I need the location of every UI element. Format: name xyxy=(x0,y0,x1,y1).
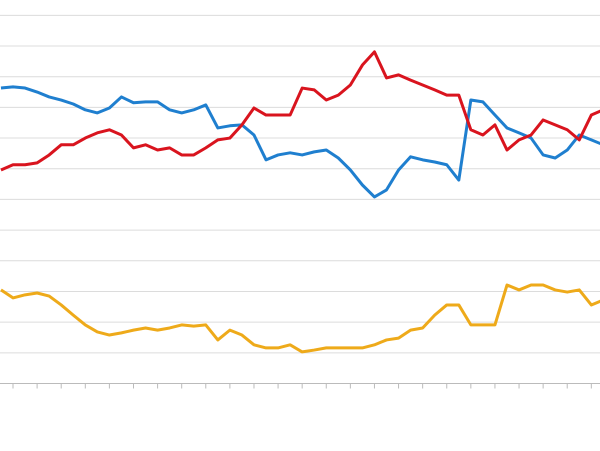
series-line xyxy=(0,283,600,354)
series-line xyxy=(0,50,600,172)
series-line xyxy=(0,85,600,199)
